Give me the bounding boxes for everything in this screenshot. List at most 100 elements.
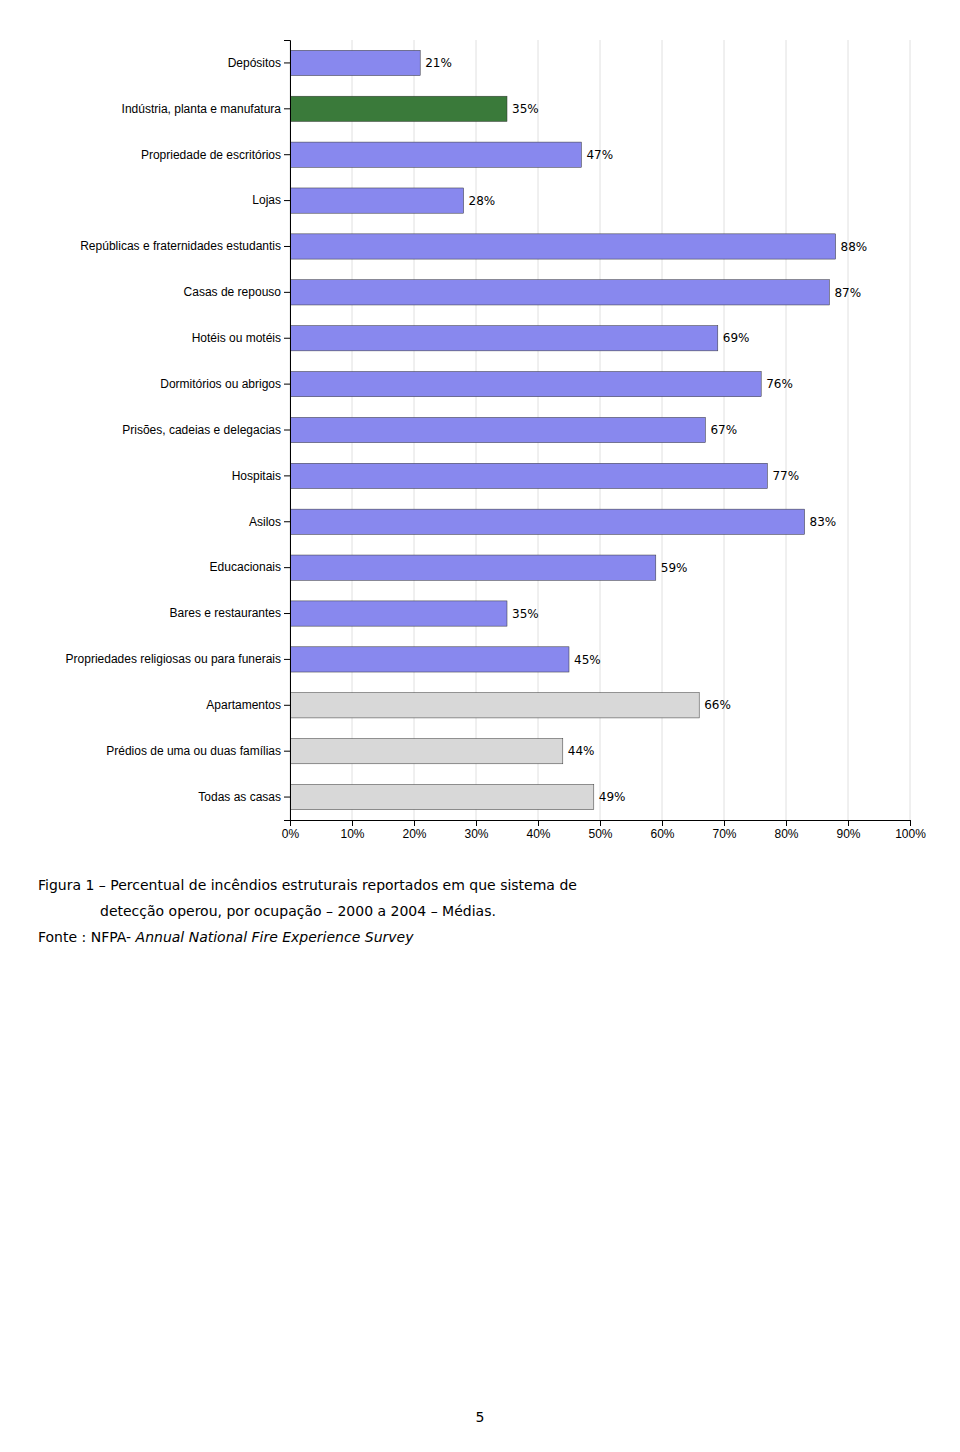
source-title: Annual National Fire Experience Survey <box>135 929 415 945</box>
y-tick-mark <box>284 154 290 155</box>
x-tick-label: 50% <box>588 827 612 841</box>
y-tick-label: Casas de repouso <box>184 285 282 299</box>
grid-line <box>910 40 911 820</box>
x-tick-mark <box>538 820 539 826</box>
x-tick: 80% <box>774 820 798 841</box>
y-tick: Depósitos <box>228 56 290 70</box>
y-axis: Depósitos Indústria, planta e manufatura P… <box>66 41 291 821</box>
x-tick-label: 90% <box>836 827 860 841</box>
x-tick-mark <box>352 820 353 826</box>
x-tick-label: 30% <box>464 827 488 841</box>
y-tick-label: Dormitórios ou abrigos <box>160 377 281 391</box>
y-tick-mark <box>284 751 290 752</box>
x-tick-label: 60% <box>650 827 674 841</box>
data-label: 87% <box>834 286 861 300</box>
y-tick-mark <box>284 338 290 339</box>
y-tick: Prédios de uma ou duas famílias <box>106 744 290 758</box>
y-tick: Todas as casas <box>198 790 290 804</box>
x-axis: 0% 10% 20% 30% 40% 50% 60% 70% 80% 90% 100% <box>282 820 926 841</box>
x-tick-mark <box>786 820 787 826</box>
data-label: 47% <box>586 148 613 162</box>
y-tick: Educacionais <box>210 560 290 574</box>
y-tick-mark <box>284 567 290 568</box>
x-axis-line <box>291 821 911 827</box>
y-tick: Lojas <box>252 193 290 207</box>
y-tick-label: Asilos <box>249 515 281 529</box>
grid <box>290 40 910 820</box>
bar <box>290 647 569 672</box>
x-tick: 40% <box>526 820 550 841</box>
data-label: 66% <box>704 698 731 712</box>
data-label: 35% <box>512 102 539 116</box>
source-label: Fonte : NFPA- <box>38 929 136 945</box>
y-tick-label: Indústria, planta e manufatura <box>122 102 282 116</box>
plot: 0% 10% 20% 30% 40% 50% 60% 70% 80% 90% 100% Depósit… <box>66 40 927 841</box>
grid-line <box>786 40 787 820</box>
x-tick-label: 0% <box>282 827 300 841</box>
x-tick-label: 100% <box>895 827 926 841</box>
y-tick-mark <box>284 613 290 614</box>
y-tick: Repúblicas e fraternidades estudantis <box>80 239 290 253</box>
bar <box>290 50 420 75</box>
x-tick-mark <box>414 820 415 826</box>
bar <box>290 555 656 580</box>
x-tick-label: 70% <box>712 827 736 841</box>
bars <box>290 50 836 809</box>
data-label: 49% <box>599 790 626 804</box>
y-tick: Indústria, planta e manufatura <box>122 102 290 116</box>
x-tick-mark <box>662 820 663 826</box>
y-tick-mark <box>284 521 290 522</box>
x-tick: 50% <box>588 820 612 841</box>
y-tick-label: Repúblicas e fraternidades estudantis <box>80 239 281 253</box>
x-tick: 20% <box>402 820 426 841</box>
bar <box>290 280 829 305</box>
y-tick-mark <box>284 246 290 247</box>
source-line: Fonte : NFPA- Annual National Fire Exper… <box>38 929 414 945</box>
bar <box>290 417 705 442</box>
bar <box>290 739 563 764</box>
data-label: 83% <box>810 515 837 529</box>
y-tick-mark <box>284 705 290 706</box>
x-tick-label: 40% <box>526 827 550 841</box>
y-tick-mark <box>284 475 290 476</box>
caption-line: detecção operou, por ocupação – 2000 a 2… <box>100 903 496 919</box>
x-tick: 30% <box>464 820 488 841</box>
x-tick: 0% <box>282 820 300 841</box>
data-label: 69% <box>723 331 750 345</box>
y-tick: Asilos <box>249 515 290 529</box>
y-tick-label: Lojas <box>252 193 281 207</box>
x-tick: 60% <box>650 820 674 841</box>
x-tick-mark <box>848 820 849 826</box>
y-tick-mark <box>284 797 290 798</box>
y-tick-label: Hotéis ou motéis <box>192 331 281 345</box>
x-tick-mark <box>476 820 477 826</box>
x-tick-mark <box>910 820 911 826</box>
x-tick: 90% <box>836 820 860 841</box>
x-tick-label: 20% <box>402 827 426 841</box>
y-tick: Hotéis ou motéis <box>192 331 290 345</box>
page-number: 5 <box>476 1409 485 1425</box>
data-label: 59% <box>661 561 688 575</box>
bar <box>290 601 507 626</box>
y-tick-label: Apartamentos <box>206 698 281 712</box>
y-tick: Propriedades religiosas ou para funerais <box>66 652 290 666</box>
x-tick: 10% <box>340 820 364 841</box>
data-label: 28% <box>469 194 496 208</box>
y-tick-mark <box>284 384 290 385</box>
data-labels: 21%35%47%28%88%87%69%76%67%77%83%59%35%4… <box>425 56 867 804</box>
x-tick-label: 10% <box>340 827 364 841</box>
y-tick-label: Educacionais <box>210 560 281 574</box>
caption-line: Figura 1 – Percentual de incêndios estru… <box>38 877 577 893</box>
y-tick-label: Hospitais <box>232 469 281 483</box>
y-tick-mark <box>284 108 290 109</box>
data-label: 67% <box>710 423 737 437</box>
x-tick: 100% <box>895 820 926 841</box>
bar <box>290 188 464 213</box>
grid-line <box>848 40 849 820</box>
bar <box>290 509 805 534</box>
y-tick-mark <box>284 62 290 63</box>
data-label: 45% <box>574 653 601 667</box>
y-tick-mark <box>284 430 290 431</box>
data-label: 77% <box>772 469 799 483</box>
bar <box>290 372 761 397</box>
